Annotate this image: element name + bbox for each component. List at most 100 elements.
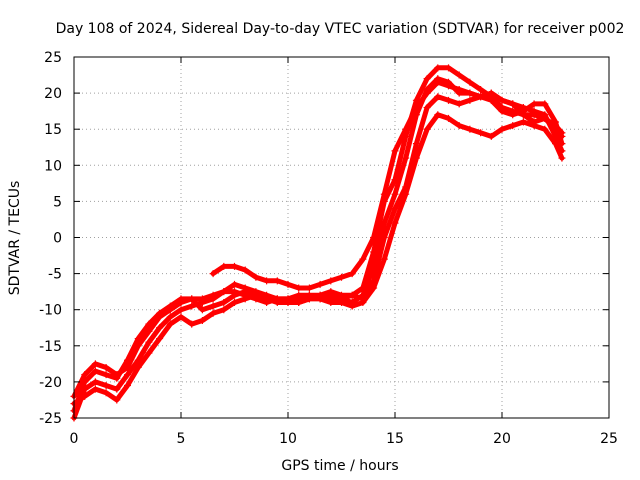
series-line — [71, 112, 565, 407]
data-point — [509, 122, 517, 130]
data-point — [316, 295, 324, 303]
data-point — [295, 284, 303, 292]
data-point — [541, 125, 549, 133]
data-point — [166, 313, 174, 321]
data-point — [220, 298, 228, 306]
data-point — [391, 147, 399, 155]
data-point — [241, 295, 249, 303]
data-point — [284, 280, 292, 288]
data-point — [198, 306, 206, 314]
data-point — [445, 114, 452, 122]
data-point — [263, 277, 271, 285]
x-tick-label: 10 — [279, 431, 297, 447]
x-tick-label: 20 — [493, 431, 511, 447]
data-point — [91, 360, 99, 368]
data-point — [156, 324, 164, 332]
y-tick-label: 25 — [44, 50, 62, 66]
y-tick-label: 20 — [44, 86, 62, 102]
data-point — [327, 277, 335, 285]
data-point — [177, 298, 185, 306]
data-point — [305, 295, 313, 303]
data-point — [209, 295, 217, 303]
data-point — [145, 338, 153, 346]
y-tick-label: -25 — [39, 411, 62, 427]
data-point — [380, 234, 388, 241]
data-point — [541, 114, 549, 122]
data-point — [530, 100, 538, 108]
data-point — [541, 100, 549, 108]
data-point — [145, 349, 153, 357]
x-tick-label: 5 — [177, 431, 186, 447]
data-point — [124, 382, 131, 390]
data-point — [327, 298, 335, 306]
data-point — [113, 396, 121, 404]
axis-ticks: 0 5 10 15 20 25 -25 -20 -15 -10 -5 0 5 10 15 20 25 — [39, 50, 618, 447]
data-point — [402, 154, 410, 162]
data-point — [327, 288, 335, 296]
data-point — [231, 262, 238, 270]
data-point — [359, 298, 367, 306]
data-point — [252, 273, 260, 281]
data-point — [81, 385, 89, 393]
data-point — [558, 132, 566, 140]
data-point — [156, 313, 164, 321]
data-point — [273, 277, 281, 285]
data-point — [273, 295, 281, 303]
data-point — [380, 219, 388, 227]
data-point — [487, 96, 495, 104]
data-point — [370, 284, 378, 292]
data-point — [434, 78, 442, 86]
data-point — [455, 71, 463, 79]
data-point — [231, 298, 238, 306]
data-point — [81, 371, 89, 379]
data-point — [220, 288, 228, 296]
data-point — [552, 118, 559, 126]
y-tick-label: 15 — [44, 122, 62, 138]
data-point — [434, 64, 442, 72]
data-point — [391, 205, 399, 213]
data-point — [113, 385, 121, 393]
data-point — [466, 125, 474, 133]
data-point — [455, 100, 463, 108]
data-point — [509, 111, 517, 119]
grid — [74, 57, 609, 418]
data-point — [188, 295, 196, 303]
data-point — [423, 75, 431, 83]
data-point — [263, 295, 271, 303]
data-point — [423, 89, 431, 97]
data-point — [81, 392, 89, 400]
data-point — [220, 306, 228, 314]
data-point — [231, 291, 238, 299]
data-point — [145, 327, 153, 335]
data-point — [445, 82, 452, 90]
data-point — [91, 378, 99, 386]
data-point — [338, 291, 345, 299]
data-point — [519, 111, 527, 119]
data-point — [220, 262, 228, 270]
data-point — [102, 363, 110, 371]
data-point — [477, 129, 485, 137]
data-point — [519, 104, 527, 112]
data-point — [370, 234, 378, 241]
data-point — [177, 306, 185, 314]
chart-title: Day 108 of 2024, Sidereal Day-to-day VTE… — [56, 21, 625, 37]
data-point — [477, 93, 485, 101]
data-point — [209, 302, 217, 310]
y-tick-label: -5 — [48, 267, 62, 283]
data-point — [348, 291, 356, 299]
y-tick-label: -20 — [39, 375, 62, 391]
data-point — [466, 89, 474, 97]
data-point — [188, 302, 196, 310]
data-point — [380, 255, 388, 263]
data-point — [498, 125, 506, 133]
data-point — [455, 85, 463, 93]
data-point — [477, 85, 485, 93]
data-point — [434, 93, 442, 101]
data-point — [156, 335, 164, 343]
data-point — [188, 320, 196, 328]
y-tick-label: -10 — [39, 303, 62, 319]
data-point — [487, 132, 495, 140]
data-point — [391, 190, 399, 198]
x-tick-label: 25 — [600, 431, 618, 447]
